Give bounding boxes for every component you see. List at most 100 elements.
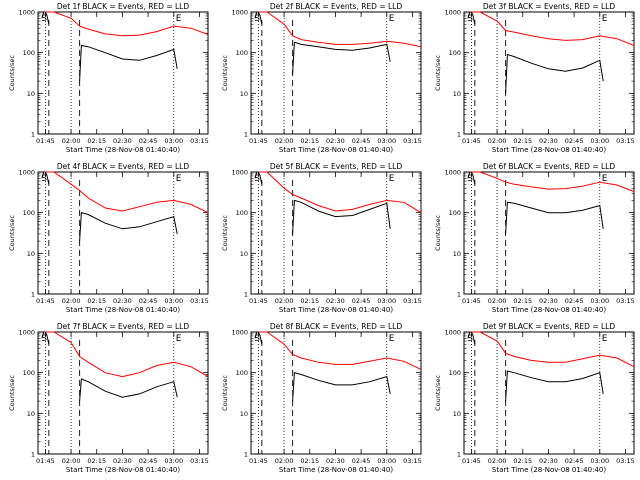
end-marker: E — [389, 334, 395, 344]
end-marker: E — [176, 14, 182, 24]
x-tick-label: 03:15 — [403, 457, 422, 465]
x-tick-label: 02:00 — [275, 137, 294, 145]
x-tick-label: 01:45 — [36, 297, 55, 305]
y-axis-label: Counts/sec — [221, 55, 229, 91]
start-marker: S — [254, 174, 260, 184]
x-tick-label: 01:45 — [462, 297, 481, 305]
x-tick-label: 02:45 — [565, 457, 584, 465]
x-tick-label: 02:30 — [326, 137, 345, 145]
panel-1: Det 1f BLACK = Events, RED = LLD Counts/s… — [8, 2, 209, 154]
events-series-line — [292, 199, 391, 234]
events-series-line — [467, 331, 476, 345]
events-series-line — [467, 11, 476, 25]
panel-title: Det 4f BLACK = Events, RED = LLD — [57, 162, 190, 171]
x-tick-label: 02:30 — [113, 137, 132, 145]
y-tick-label: 10 — [240, 410, 248, 418]
x-tick-label: 03:00 — [590, 137, 609, 145]
panel-4: Det 4f BLACK = Events, RED = LLD Counts/s… — [8, 162, 209, 314]
x-tick-label: 02:00 — [62, 457, 81, 465]
x-tick-label: 02:15 — [87, 297, 106, 305]
x-tick-label: 02:15 — [513, 457, 532, 465]
x-tick-label: 02:00 — [62, 297, 81, 305]
x-tick-label: 03:15 — [616, 457, 635, 465]
x-tick-label: 02:30 — [113, 457, 132, 465]
x-axis-title: Start Time (28-Nov-08 01:40:40) — [492, 306, 606, 314]
x-tick-label: 02:00 — [488, 297, 507, 305]
lld-series-line — [467, 171, 635, 193]
panel-3: Det 3f BLACK = Events, RED = LLD Counts/s… — [434, 2, 635, 154]
y-tick-label: 1 — [457, 131, 461, 139]
x-tick-label: 01:45 — [36, 457, 55, 465]
y-tick-label: 1000 — [444, 329, 461, 337]
panel-title: Det 2f BLACK = Events, RED = LLD — [270, 2, 403, 11]
x-tick-label: 03:15 — [190, 457, 209, 465]
y-tick-label: 10 — [240, 250, 248, 258]
lld-series-line — [254, 331, 422, 370]
x-tick-label: 02:45 — [565, 137, 584, 145]
x-tick-label: 03:00 — [164, 457, 183, 465]
y-tick-label: 1000 — [18, 329, 35, 337]
x-tick-label: 02:00 — [275, 297, 294, 305]
y-tick-label: 1 — [31, 451, 35, 459]
x-tick-label: 03:00 — [164, 297, 183, 305]
x-tick-label: 01:45 — [249, 297, 268, 305]
panel-title: Det 8f BLACK = Events, RED = LLD — [270, 322, 403, 331]
x-tick-label: 02:30 — [539, 457, 558, 465]
x-axis-title: Start Time (28-Nov-08 01:40:40) — [279, 466, 393, 474]
lld-series-line — [467, 331, 635, 368]
events-series-line — [79, 212, 178, 242]
x-tick-label: 02:30 — [326, 297, 345, 305]
start-marker: S — [254, 334, 260, 344]
events-series-line — [254, 11, 263, 25]
plot-frame — [463, 11, 635, 135]
y-axis-label: Counts/sec — [8, 55, 16, 91]
y-tick-label: 100 — [23, 49, 35, 57]
end-marker: E — [602, 334, 608, 344]
x-tick-label: 02:15 — [513, 297, 532, 305]
x-tick-label: 03:15 — [403, 297, 422, 305]
y-tick-label: 100 — [236, 209, 248, 217]
y-axis-label: Counts/sec — [221, 375, 229, 411]
start-marker: S — [467, 174, 473, 184]
x-tick-label: 02:45 — [139, 457, 158, 465]
y-tick-label: 100 — [449, 49, 461, 57]
y-tick-label: 10 — [453, 90, 461, 98]
x-axis-title: Start Time (28-Nov-08 01:40:40) — [66, 306, 180, 314]
panel-title: Det 1f BLACK = Events, RED = LLD — [57, 2, 190, 11]
events-series-line — [41, 171, 50, 185]
y-tick-label: 1000 — [231, 329, 248, 337]
lld-series-line — [467, 11, 635, 46]
start-marker: S — [254, 14, 260, 24]
y-tick-label: 10 — [27, 410, 35, 418]
x-tick-label: 02:00 — [275, 457, 294, 465]
x-tick-label: 02:00 — [488, 137, 507, 145]
y-tick-label: 10 — [27, 90, 35, 98]
x-axis-title: Start Time (28-Nov-08 01:40:40) — [66, 466, 180, 474]
start-marker: S — [41, 174, 47, 184]
x-tick-label: 03:00 — [377, 457, 396, 465]
x-axis-title: Start Time (28-Nov-08 01:40:40) — [492, 146, 606, 154]
x-tick-label: 03:15 — [616, 297, 635, 305]
end-marker: E — [602, 174, 608, 184]
x-tick-label: 01:45 — [462, 457, 481, 465]
y-axis-label: Counts/sec — [434, 55, 442, 91]
panel-7: Det 7f BLACK = Events, RED = LLD Counts/s… — [8, 322, 209, 474]
events-series-line — [505, 370, 604, 402]
end-marker: E — [176, 174, 182, 184]
lld-series-line — [254, 171, 422, 214]
x-tick-label: 02:45 — [565, 297, 584, 305]
y-tick-label: 10 — [27, 250, 35, 258]
plot-frame — [250, 331, 422, 455]
y-tick-label: 1 — [457, 451, 461, 459]
x-tick-label: 02:15 — [300, 297, 319, 305]
panel-8: Det 8f BLACK = Events, RED = LLD Counts/s… — [221, 322, 422, 474]
panel-title: Det 3f BLACK = Events, RED = LLD — [483, 2, 616, 11]
x-tick-label: 03:00 — [590, 297, 609, 305]
x-tick-label: 03:15 — [616, 137, 635, 145]
x-axis-title: Start Time (28-Nov-08 01:40:40) — [66, 146, 180, 154]
x-tick-label: 01:45 — [36, 137, 55, 145]
x-tick-label: 01:45 — [249, 457, 268, 465]
y-tick-label: 10 — [453, 250, 461, 258]
y-tick-label: 100 — [23, 209, 35, 217]
